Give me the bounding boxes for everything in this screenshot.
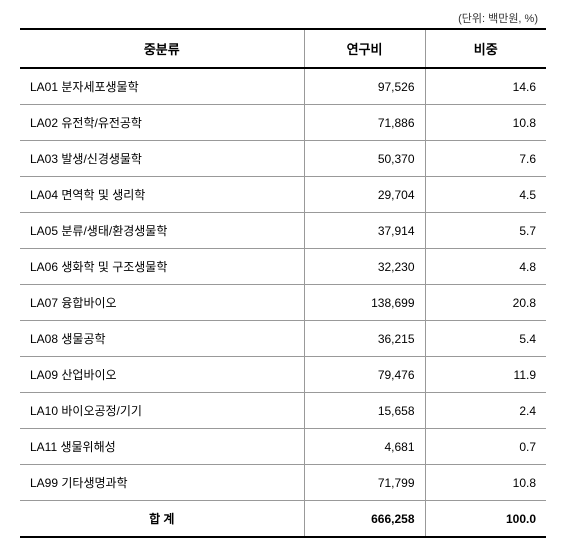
- cell-ratio: 14.6: [425, 68, 546, 105]
- table-row: LA99 기타생명과학71,79910.8: [20, 465, 546, 501]
- cell-category: LA03 발생/신경생물학: [20, 141, 304, 177]
- cell-cost: 71,886: [304, 105, 425, 141]
- cell-category: LA99 기타생명과학: [20, 465, 304, 501]
- cell-ratio: 0.7: [425, 429, 546, 465]
- cell-cost: 79,476: [304, 357, 425, 393]
- cell-category: LA01 분자세포생물학: [20, 68, 304, 105]
- cell-cost: 138,699: [304, 285, 425, 321]
- cell-ratio: 5.4: [425, 321, 546, 357]
- cell-ratio: 7.6: [425, 141, 546, 177]
- cell-cost: 29,704: [304, 177, 425, 213]
- cell-ratio: 10.8: [425, 465, 546, 501]
- cell-category: LA09 산업바이오: [20, 357, 304, 393]
- table-row: LA05 분류/생태/환경생물학37,9145.7: [20, 213, 546, 249]
- cell-cost: 71,799: [304, 465, 425, 501]
- cell-ratio: 11.9: [425, 357, 546, 393]
- cell-cost: 36,215: [304, 321, 425, 357]
- cell-category: LA04 면역학 및 생리학: [20, 177, 304, 213]
- table-row: LA07 융합바이오138,69920.8: [20, 285, 546, 321]
- cell-category: LA11 생물위해성: [20, 429, 304, 465]
- table-row: LA08 생물공학36,2155.4: [20, 321, 546, 357]
- cell-category: LA10 바이오공정/기기: [20, 393, 304, 429]
- cell-category: LA05 분류/생태/환경생물학: [20, 213, 304, 249]
- total-row: 합 계666,258100.0: [20, 501, 546, 538]
- cell-cost: 32,230: [304, 249, 425, 285]
- total-cost: 666,258: [304, 501, 425, 538]
- table-row: LA04 면역학 및 생리학29,7044.5: [20, 177, 546, 213]
- table-row: LA01 분자세포생물학97,52614.6: [20, 68, 546, 105]
- header-cost: 연구비: [304, 29, 425, 68]
- total-label: 합 계: [20, 501, 304, 538]
- research-funding-table: 중분류 연구비 비중 LA01 분자세포생물학97,52614.6LA02 유전…: [20, 28, 546, 538]
- cell-cost: 97,526: [304, 68, 425, 105]
- unit-note: (단위: 백만원, %): [20, 10, 546, 26]
- header-ratio: 비중: [425, 29, 546, 68]
- cell-ratio: 5.7: [425, 213, 546, 249]
- cell-category: LA08 생물공학: [20, 321, 304, 357]
- total-ratio: 100.0: [425, 501, 546, 538]
- cell-cost: 37,914: [304, 213, 425, 249]
- cell-ratio: 10.8: [425, 105, 546, 141]
- cell-ratio: 4.5: [425, 177, 546, 213]
- cell-ratio: 2.4: [425, 393, 546, 429]
- cell-cost: 50,370: [304, 141, 425, 177]
- cell-cost: 15,658: [304, 393, 425, 429]
- table-row: LA09 산업바이오79,47611.9: [20, 357, 546, 393]
- cell-category: LA07 융합바이오: [20, 285, 304, 321]
- table-row: LA03 발생/신경생물학50,3707.6: [20, 141, 546, 177]
- header-row: 중분류 연구비 비중: [20, 29, 546, 68]
- cell-ratio: 20.8: [425, 285, 546, 321]
- table-row: LA06 생화학 및 구조생물학32,2304.8: [20, 249, 546, 285]
- cell-category: LA06 생화학 및 구조생물학: [20, 249, 304, 285]
- cell-category: LA02 유전학/유전공학: [20, 105, 304, 141]
- table-row: LA10 바이오공정/기기15,6582.4: [20, 393, 546, 429]
- table-row: LA02 유전학/유전공학71,88610.8: [20, 105, 546, 141]
- table-row: LA11 생물위해성4,6810.7: [20, 429, 546, 465]
- cell-cost: 4,681: [304, 429, 425, 465]
- header-category: 중분류: [20, 29, 304, 68]
- cell-ratio: 4.8: [425, 249, 546, 285]
